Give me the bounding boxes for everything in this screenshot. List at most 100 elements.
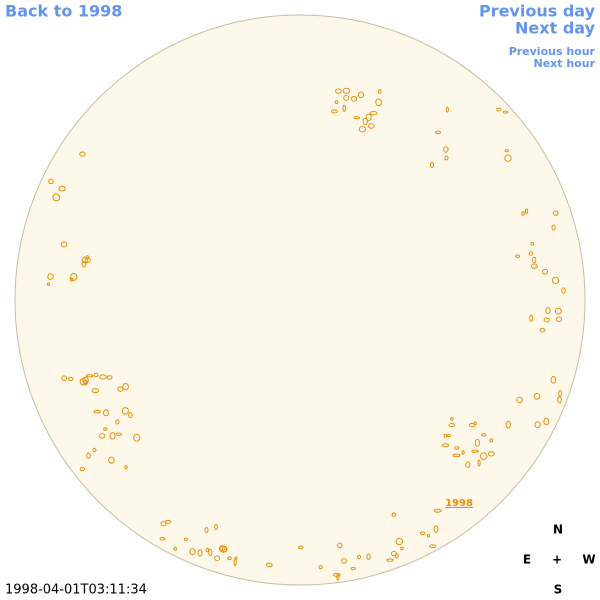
active-region <box>341 558 347 564</box>
active-region <box>69 277 74 282</box>
active-region <box>81 256 89 264</box>
disk-label-link[interactable]: 1998 <box>445 498 473 509</box>
active-region <box>93 409 101 414</box>
active-region <box>208 548 213 557</box>
active-region <box>479 452 488 460</box>
active-region <box>386 558 394 562</box>
active-region <box>183 537 188 541</box>
active-region <box>298 545 304 550</box>
active-region <box>79 466 86 472</box>
active-region <box>109 432 116 440</box>
active-region <box>505 420 511 429</box>
active-region <box>92 447 97 453</box>
compass-center: + <box>552 553 562 567</box>
active-region <box>358 126 366 133</box>
active-region <box>106 375 113 380</box>
active-region <box>70 272 78 281</box>
active-region <box>61 375 68 381</box>
active-region <box>362 117 368 126</box>
active-region <box>369 110 378 116</box>
back-link[interactable]: Back to 1998 <box>5 2 122 21</box>
active-region <box>534 421 541 429</box>
active-region <box>58 185 66 192</box>
active-region <box>337 542 343 549</box>
compass-west: W <box>582 553 595 567</box>
active-region <box>450 417 454 421</box>
active-region <box>419 531 426 536</box>
active-region <box>366 553 371 561</box>
previous-day-link[interactable]: Previous day <box>479 2 596 21</box>
active-region <box>342 87 351 95</box>
active-region <box>557 396 562 404</box>
active-region <box>375 98 382 107</box>
active-region <box>173 546 178 551</box>
active-region <box>461 450 465 455</box>
active-region <box>52 193 61 202</box>
active-region <box>448 423 455 428</box>
active-region <box>521 211 525 216</box>
active-region <box>532 256 537 264</box>
active-region <box>353 116 361 120</box>
active-region <box>561 287 566 294</box>
active-region <box>429 161 435 168</box>
active-region <box>68 376 74 382</box>
active-region <box>471 449 479 453</box>
active-region <box>227 556 232 561</box>
active-region <box>189 548 196 556</box>
active-region <box>502 110 509 114</box>
active-region <box>504 154 512 162</box>
active-region <box>528 251 534 256</box>
active-region <box>79 151 86 157</box>
active-region <box>443 146 449 153</box>
active-region <box>93 372 99 378</box>
active-region <box>552 210 559 216</box>
previous-hour-link[interactable]: Previous hour <box>509 45 596 58</box>
active-region <box>335 88 342 94</box>
active-region <box>473 421 477 426</box>
active-region <box>350 566 356 571</box>
active-region <box>481 433 487 437</box>
active-region <box>121 407 129 415</box>
active-region <box>504 149 509 153</box>
active-region <box>266 562 273 568</box>
active-region <box>541 268 549 275</box>
active-region <box>332 572 341 577</box>
compass-south: S <box>554 583 563 597</box>
active-region <box>86 452 91 459</box>
active-region <box>99 433 106 439</box>
active-region <box>465 461 471 468</box>
active-region <box>515 254 521 258</box>
active-region <box>214 555 221 562</box>
active-region <box>550 376 557 384</box>
active-region <box>443 433 448 438</box>
active-region <box>454 446 460 450</box>
active-region <box>103 409 109 417</box>
active-region <box>122 383 129 391</box>
active-region <box>477 459 481 467</box>
compass-east: E <box>523 553 531 567</box>
active-region <box>554 307 562 315</box>
active-region <box>91 388 100 394</box>
timestamp: 1998-04-01T03:11:34 <box>5 583 147 598</box>
active-region <box>357 554 362 560</box>
active-region <box>489 438 494 443</box>
active-region <box>474 438 481 447</box>
next-day-link[interactable]: Next day <box>515 19 596 38</box>
active-region <box>543 417 550 426</box>
active-region <box>390 551 398 557</box>
active-region <box>234 556 238 560</box>
active-region <box>81 261 87 268</box>
active-region <box>204 526 209 534</box>
active-region <box>48 178 54 185</box>
active-region <box>197 549 203 557</box>
next-hour-link[interactable]: Next hour <box>534 57 596 70</box>
active-region <box>343 95 350 101</box>
active-region <box>84 257 91 264</box>
active-region <box>85 374 94 378</box>
active-region <box>365 113 372 122</box>
active-region <box>108 456 115 464</box>
active-region <box>545 307 551 315</box>
active-region <box>214 523 218 531</box>
active-region <box>47 273 54 280</box>
